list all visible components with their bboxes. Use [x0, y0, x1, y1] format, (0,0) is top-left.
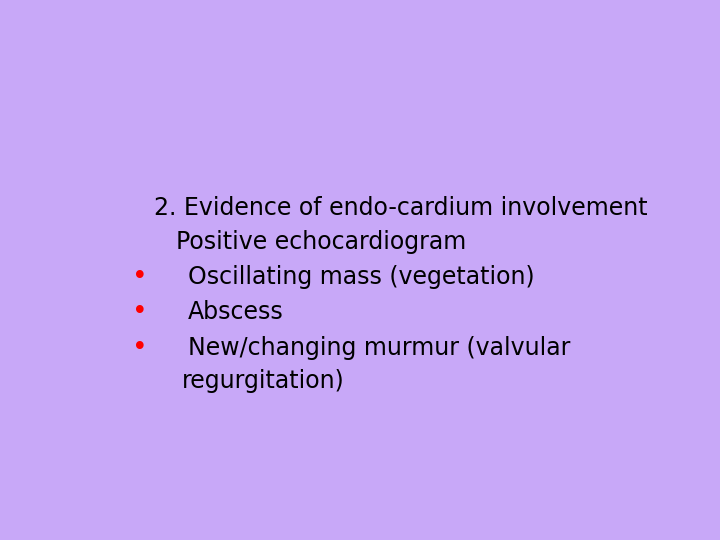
Text: Positive echocardiogram: Positive echocardiogram: [176, 230, 467, 253]
Text: •: •: [132, 335, 148, 361]
Text: 2. Evidence of endo-cardium involvement: 2. Evidence of endo-cardium involvement: [154, 196, 648, 220]
Text: New/changing murmur (valvular: New/changing murmur (valvular: [188, 335, 570, 360]
Text: regurgitation): regurgitation): [182, 369, 345, 393]
Text: •: •: [132, 264, 148, 290]
Text: Abscess: Abscess: [188, 300, 284, 324]
Text: Oscillating mass (vegetation): Oscillating mass (vegetation): [188, 265, 534, 289]
Text: •: •: [132, 299, 148, 325]
